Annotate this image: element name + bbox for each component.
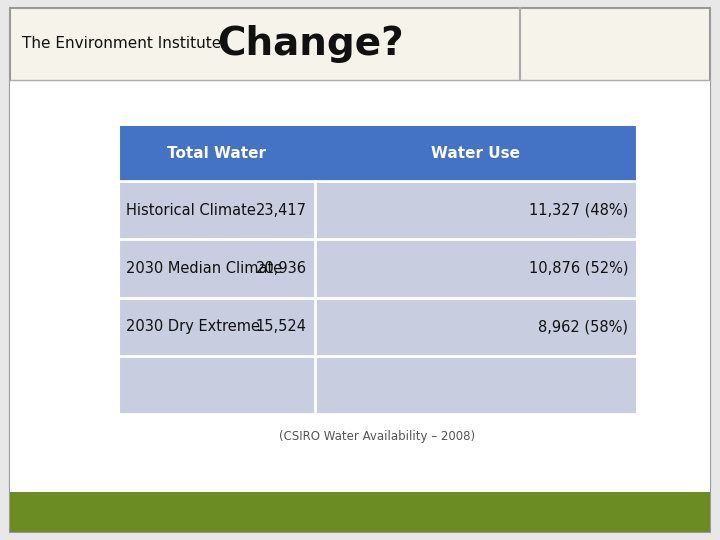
Text: Historical Climate: Historical Climate	[127, 202, 256, 218]
Text: The Environment Institute: The Environment Institute	[22, 37, 221, 51]
Text: 15,524: 15,524	[256, 319, 307, 334]
Text: Total Water: Total Water	[167, 146, 266, 161]
Bar	[119, 181, 636, 239]
Text: 20,936: 20,936	[256, 261, 307, 276]
Bar	[119, 126, 636, 181]
Bar	[119, 239, 636, 298]
Text: 10,876 (52%): 10,876 (52%)	[529, 261, 629, 276]
Text: 2030 Dry Extreme: 2030 Dry Extreme	[127, 319, 261, 334]
Text: (CSIRO Water Availability – 2008): (CSIRO Water Availability – 2008)	[279, 430, 476, 443]
Bar	[10, 492, 710, 532]
Text: 2030 Median Climate: 2030 Median Climate	[127, 261, 283, 276]
Bar	[119, 356, 636, 414]
Text: 11,327 (48%): 11,327 (48%)	[529, 202, 629, 218]
Bar	[10, 80, 710, 492]
Text: Change?: Change?	[217, 25, 403, 63]
Text: 23,417: 23,417	[256, 202, 307, 218]
Bar	[119, 298, 636, 356]
Text: 8,962 (58%): 8,962 (58%)	[539, 319, 629, 334]
Text: Water Use: Water Use	[431, 146, 520, 161]
